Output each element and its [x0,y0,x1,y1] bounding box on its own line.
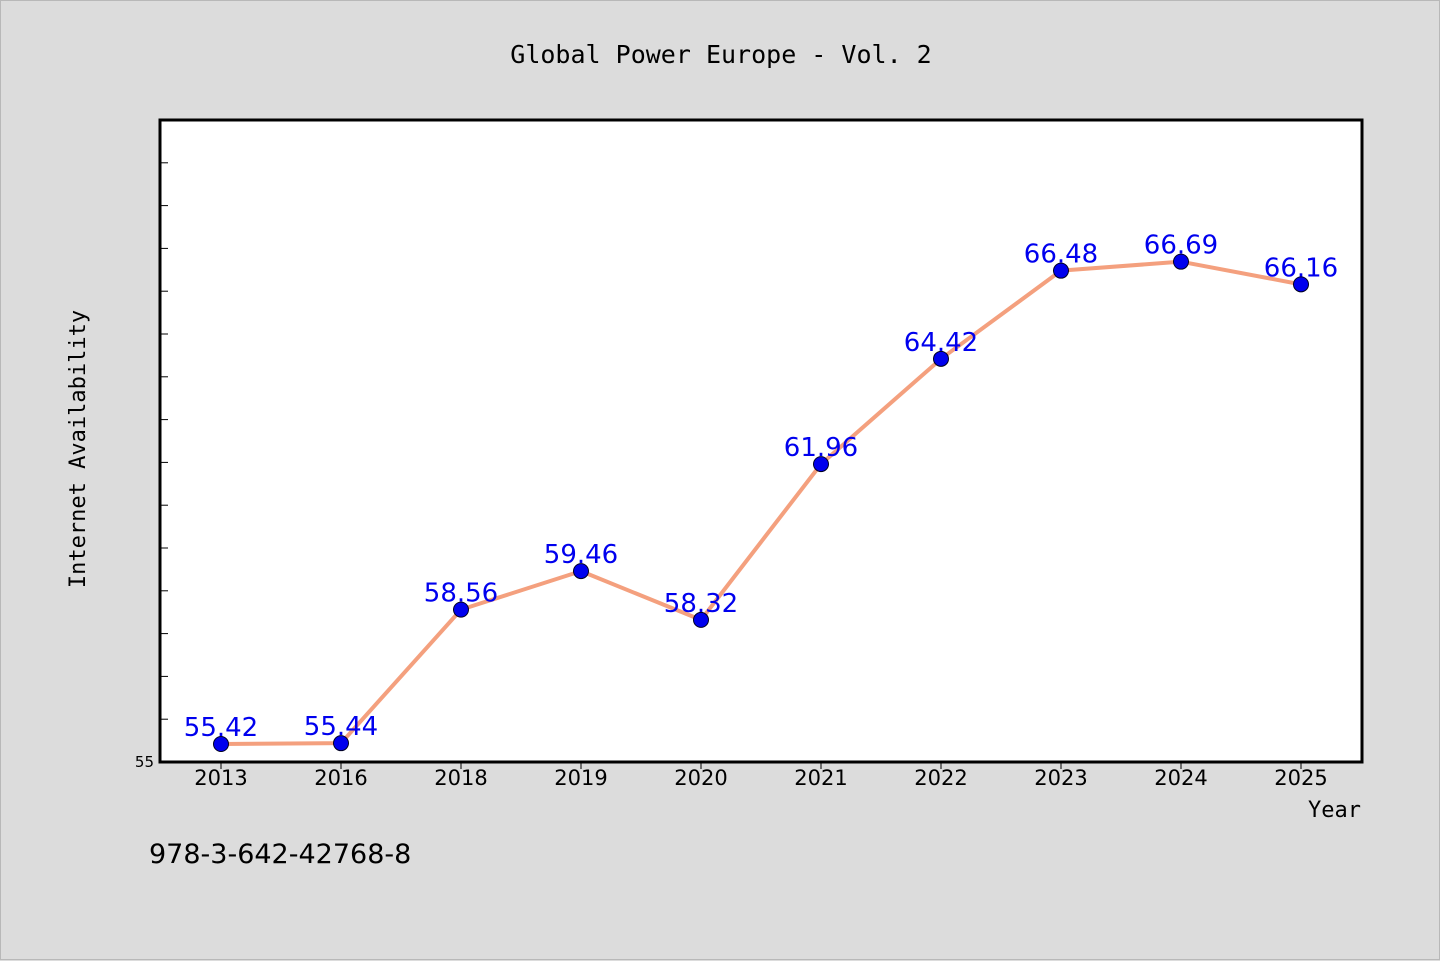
x-tick-label: 2024 [1154,766,1207,790]
x-axis-label: Year [1308,798,1361,823]
data-point [933,350,949,367]
data-point [1053,262,1069,279]
series-line [219,259,1303,747]
data-label: 66.16 [1264,253,1338,283]
data-point [213,736,229,753]
x-tick-label: 2025 [1274,766,1327,790]
x-tick-label: 2023 [1034,766,1087,790]
data-label: 59.46 [544,540,618,570]
data-point [1173,253,1189,270]
data-label: 61.96 [784,433,858,463]
chart-title: Global Power Europe - Vol. 2 [510,40,931,69]
data-point [813,456,829,473]
y-axis-label: Internet Availability [66,310,91,588]
x-tick-label: 2022 [914,766,967,790]
series-group: 55.42 55.44 58.56 59.46 58.32 61.96 64.42 66.48… [184,231,1338,753]
x-tick-label: 2019 [554,766,607,790]
y-axis-ticks: 55 [135,162,168,771]
x-axis-ticks: 2013 2016 2018 2019 2020 2021 2022 2023 2024 2025 [194,762,1328,790]
x-tick-label: 2021 [794,766,847,790]
data-label: 55.42 [184,713,258,743]
plot-area [158,118,1364,764]
x-tick-label: 2018 [434,766,487,790]
data-label: 64.42 [904,328,978,358]
x-tick-label: 2020 [674,766,727,790]
x-tick-label: 2013 [194,766,247,790]
y-tick-label: 55 [135,753,154,771]
data-label: 58.56 [424,579,498,609]
data-label: 55.44 [304,712,378,742]
data-point [573,563,589,580]
data-point [333,735,349,752]
data-point [453,601,469,618]
data-point [1293,276,1309,293]
data-label: 58.32 [664,589,738,619]
data-label: 66.48 [1024,240,1098,270]
isbn-footer: 978-3-642-42768-8 [149,839,411,870]
x-tick-label: 2016 [314,766,367,790]
data-point [693,611,709,628]
data-label: 66.69 [1144,231,1218,261]
